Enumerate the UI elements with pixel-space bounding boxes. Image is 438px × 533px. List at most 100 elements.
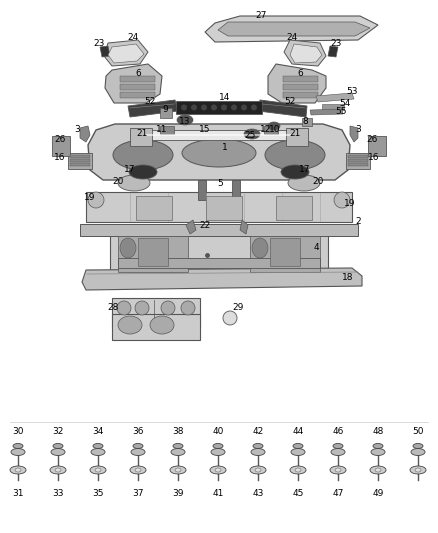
Ellipse shape: [244, 129, 260, 139]
Ellipse shape: [171, 448, 185, 456]
Text: 30: 30: [12, 427, 24, 437]
Ellipse shape: [51, 448, 65, 456]
Ellipse shape: [130, 466, 146, 474]
Polygon shape: [80, 126, 90, 142]
Text: 10: 10: [269, 125, 281, 134]
Ellipse shape: [11, 448, 25, 456]
Ellipse shape: [291, 448, 305, 456]
Bar: [110, 232, 328, 278]
Bar: [112, 298, 200, 328]
Ellipse shape: [333, 443, 343, 448]
Ellipse shape: [177, 115, 193, 125]
Text: 16: 16: [368, 154, 380, 163]
Text: 50: 50: [412, 427, 424, 437]
Polygon shape: [218, 22, 370, 36]
Ellipse shape: [373, 443, 383, 448]
Polygon shape: [128, 100, 178, 117]
Text: 24: 24: [286, 33, 298, 42]
Bar: [52, 136, 70, 156]
Bar: [70, 163, 90, 166]
Polygon shape: [205, 16, 378, 42]
Ellipse shape: [252, 238, 268, 258]
Bar: [198, 180, 206, 200]
Bar: [206, 196, 242, 220]
Ellipse shape: [135, 301, 149, 315]
Ellipse shape: [295, 468, 301, 472]
Text: 4: 4: [313, 244, 319, 253]
Ellipse shape: [211, 448, 225, 456]
Text: 22: 22: [199, 221, 211, 230]
Ellipse shape: [150, 316, 174, 334]
Ellipse shape: [268, 122, 280, 130]
Polygon shape: [283, 76, 318, 82]
Polygon shape: [283, 84, 318, 90]
Ellipse shape: [55, 468, 61, 472]
Bar: [80, 224, 358, 236]
Bar: [250, 236, 320, 272]
Text: 26: 26: [366, 135, 378, 144]
Ellipse shape: [213, 443, 223, 448]
Text: 48: 48: [372, 427, 384, 437]
Bar: [130, 128, 152, 146]
Text: 52: 52: [144, 96, 155, 106]
Text: 3: 3: [355, 125, 361, 134]
Ellipse shape: [413, 443, 423, 448]
Text: 6: 6: [135, 69, 141, 78]
Bar: [348, 159, 368, 162]
Text: 31: 31: [12, 489, 24, 498]
Text: 19: 19: [84, 192, 96, 201]
Text: 26: 26: [54, 135, 66, 144]
Text: 1: 1: [222, 143, 228, 152]
Ellipse shape: [231, 104, 237, 110]
Polygon shape: [328, 46, 338, 57]
Text: 13: 13: [179, 117, 191, 126]
Ellipse shape: [191, 104, 197, 110]
Ellipse shape: [118, 316, 142, 334]
Text: 23: 23: [330, 38, 342, 47]
Ellipse shape: [91, 448, 105, 456]
Text: 49: 49: [372, 489, 384, 498]
Ellipse shape: [95, 468, 101, 472]
Polygon shape: [310, 109, 343, 115]
Ellipse shape: [88, 192, 104, 208]
Bar: [70, 159, 90, 162]
Bar: [160, 108, 172, 118]
Text: 33: 33: [52, 489, 64, 498]
Ellipse shape: [90, 466, 106, 474]
Bar: [112, 314, 200, 340]
Text: 54: 54: [339, 100, 351, 109]
Polygon shape: [108, 44, 144, 63]
Text: 55: 55: [335, 108, 347, 117]
Text: 15: 15: [199, 125, 211, 133]
Ellipse shape: [330, 466, 346, 474]
Text: 34: 34: [92, 427, 104, 437]
Bar: [160, 126, 174, 134]
Text: 5: 5: [217, 179, 223, 188]
Text: 52: 52: [284, 96, 296, 106]
Ellipse shape: [129, 165, 157, 179]
Text: 2: 2: [355, 217, 361, 227]
Text: 3: 3: [74, 125, 80, 134]
Bar: [118, 236, 188, 272]
Text: 32: 32: [52, 427, 64, 437]
Bar: [264, 126, 278, 134]
Text: 21: 21: [136, 128, 148, 138]
Bar: [176, 101, 262, 114]
Text: 47: 47: [332, 489, 344, 498]
Ellipse shape: [133, 443, 143, 448]
Ellipse shape: [215, 468, 221, 472]
Text: 40: 40: [212, 427, 224, 437]
Text: 53: 53: [346, 87, 358, 96]
Polygon shape: [120, 76, 155, 82]
Text: 12: 12: [260, 125, 272, 134]
Ellipse shape: [334, 192, 350, 208]
Ellipse shape: [241, 104, 247, 110]
Ellipse shape: [50, 466, 66, 474]
Text: 20: 20: [112, 177, 124, 187]
Text: 16: 16: [54, 154, 66, 163]
Text: 23: 23: [93, 38, 105, 47]
Text: 9: 9: [162, 106, 168, 115]
Ellipse shape: [281, 165, 309, 179]
Text: 46: 46: [332, 427, 344, 437]
Bar: [322, 104, 344, 110]
